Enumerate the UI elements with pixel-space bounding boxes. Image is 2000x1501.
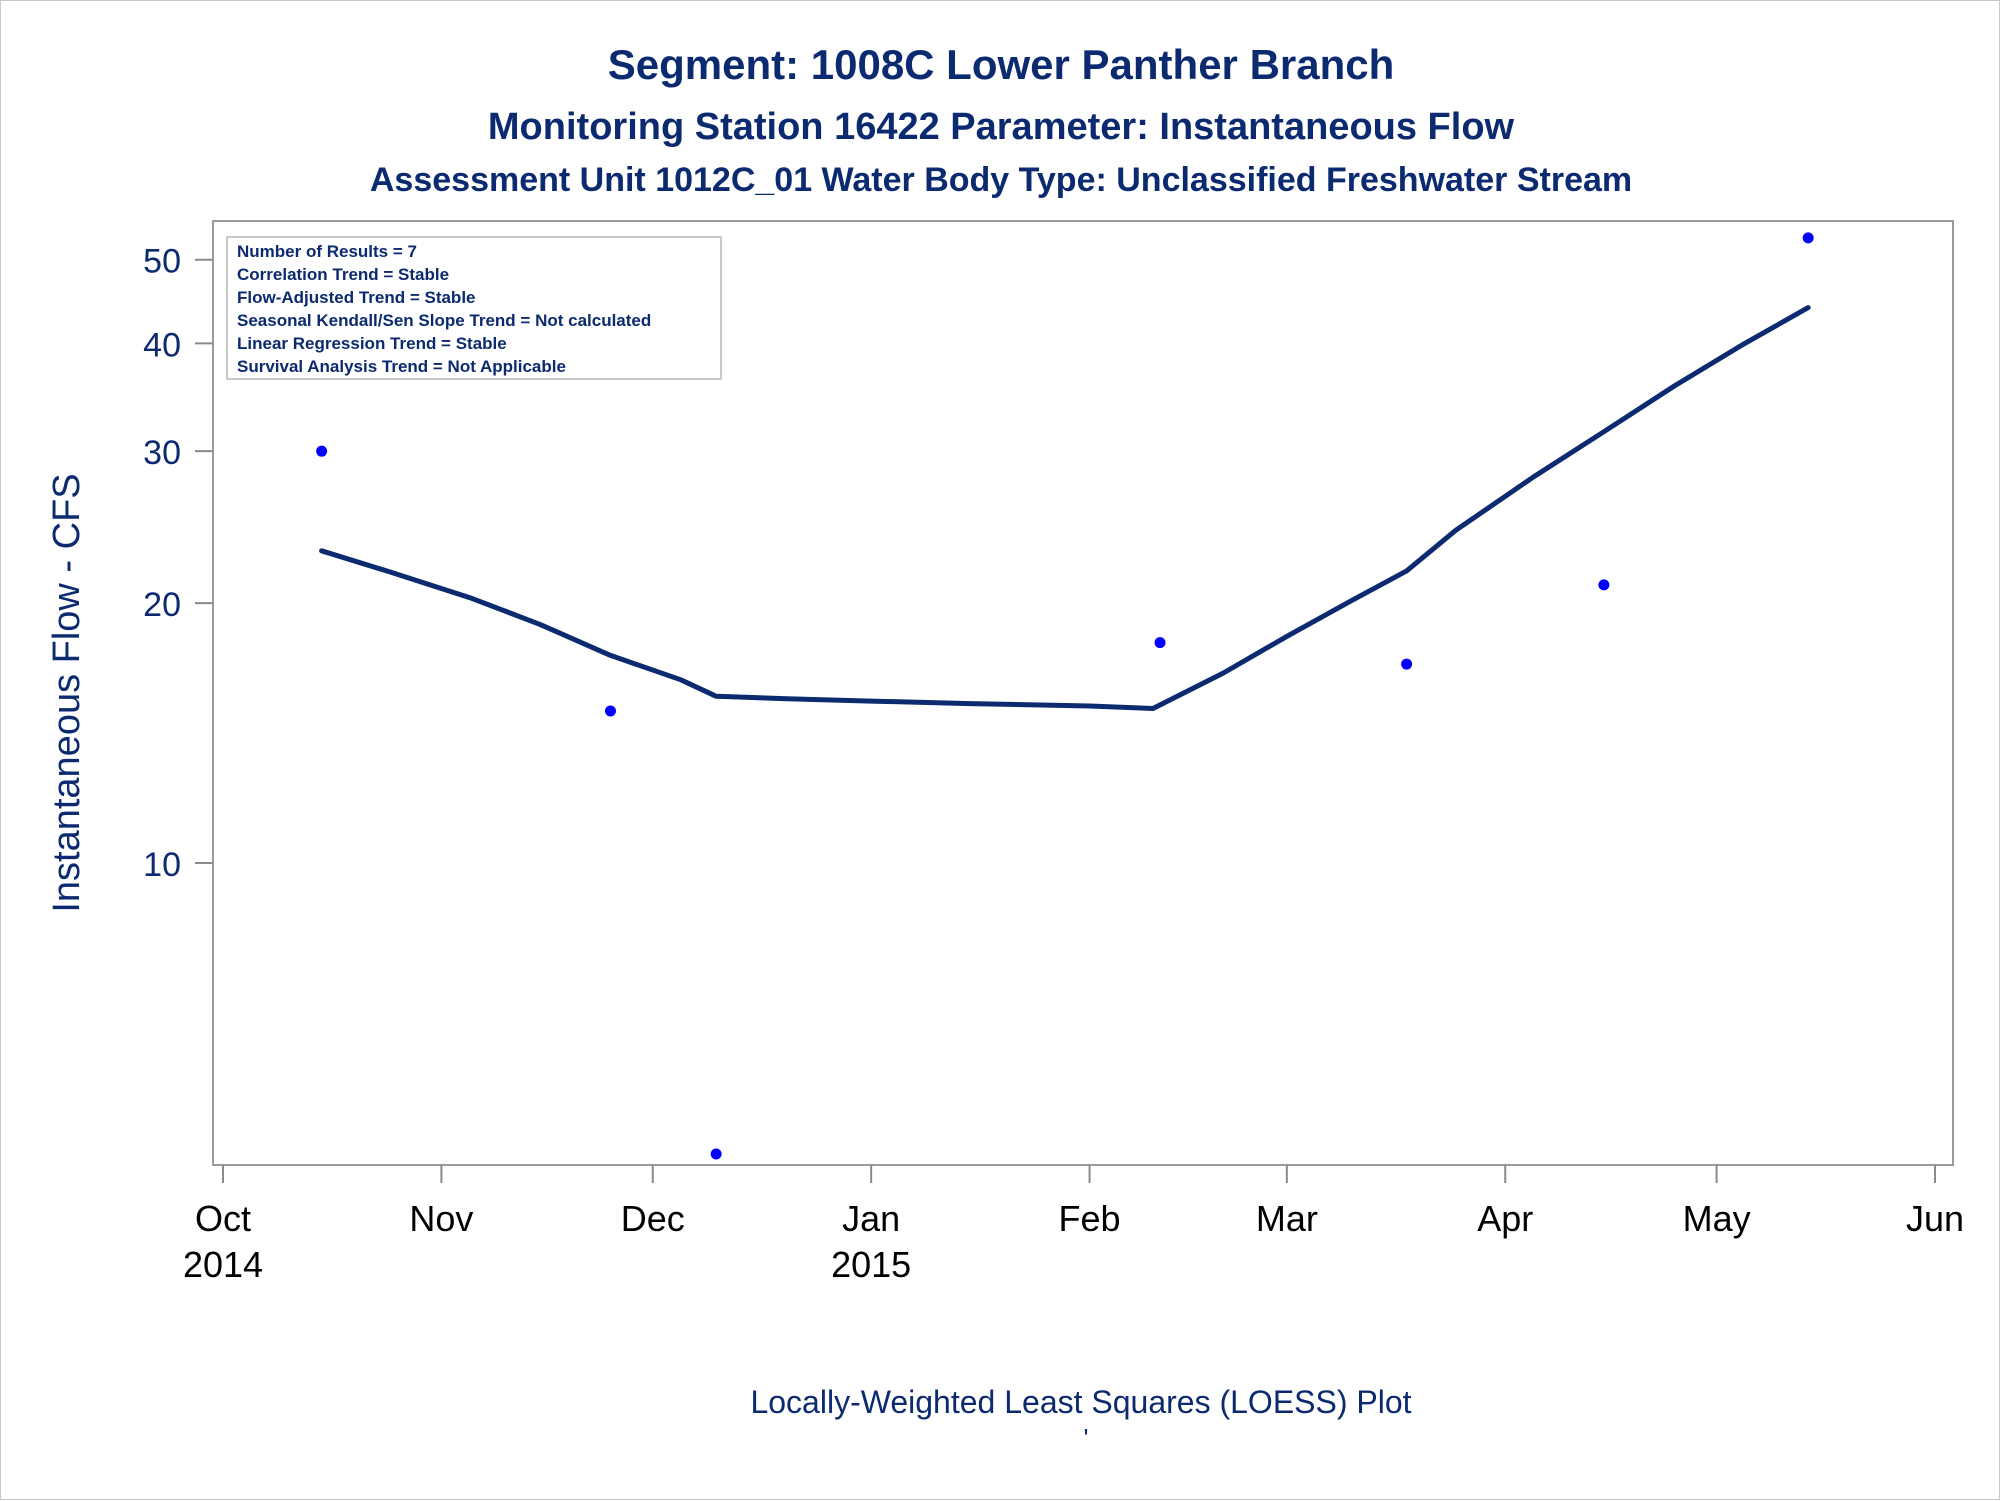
x-tick-label: Jun: [1906, 1198, 1964, 1239]
data-points: [316, 232, 1814, 1160]
y-tick-label: 30: [143, 434, 181, 472]
chart-footnote: Locally-Weighted Least Squares (LOESS) P…: [750, 1384, 1411, 1420]
stats-inset-box: [226, 236, 722, 380]
stats-inset-line: Linear Regression Trend = Stable: [237, 334, 507, 353]
chart-subtitle-station: Monitoring Station 16422 Parameter: Inst…: [488, 106, 1515, 148]
y-tick-label: 40: [143, 326, 181, 364]
y-tick-label: 20: [143, 586, 181, 624]
x-tick-label: Apr: [1477, 1198, 1533, 1239]
x-tick-label: Feb: [1059, 1198, 1121, 1239]
chart-subtitle-assessment: Assessment Unit 1012C_01 Water Body Type…: [370, 161, 1632, 199]
stats-inset-line: Number of Results = 7: [237, 242, 417, 261]
data-point: [604, 705, 616, 717]
x-tick-label: May: [1683, 1198, 1751, 1239]
x-tick-sublabel: 2015: [831, 1244, 911, 1285]
data-point: [710, 1148, 722, 1160]
y-axis-label: Instantaneous Flow - CFS: [46, 473, 88, 912]
stats-inset-line: Survival Analysis Trend = Not Applicable: [237, 357, 566, 376]
data-point: [1401, 658, 1413, 670]
x-tick-label: Jan: [842, 1198, 900, 1239]
y-axis: 10 20 30 40 50: [143, 243, 213, 884]
data-point: [1802, 232, 1814, 244]
stats-inset-line: Correlation Trend = Stable: [237, 265, 449, 284]
x-tick-label: Oct: [195, 1198, 251, 1239]
y-tick-label: 10: [143, 846, 181, 884]
data-point: [1154, 637, 1166, 649]
stats-inset: Number of Results = 7 Correlation Trend =…: [226, 236, 722, 380]
chart-title: Segment: 1008C Lower Panther Branch: [608, 41, 1395, 88]
x-tick-label: Mar: [1256, 1198, 1318, 1239]
stats-inset-line: Seasonal Kendall/Sen Slope Trend = Not c…: [237, 311, 651, 330]
x-axis: Oct 2014 Nov Dec Jan 2015 Feb Mar Apr May Jun: [183, 1165, 1964, 1285]
x-tick-sublabel: 2014: [183, 1244, 263, 1285]
loess-curve: [319, 305, 1811, 711]
stats-inset-line: Flow-Adjusted Trend = Stable: [237, 288, 476, 307]
footnote-mark: ': [1084, 1423, 1089, 1453]
data-point: [1598, 579, 1610, 591]
data-point: [316, 445, 328, 457]
y-tick-label: 50: [143, 243, 181, 281]
x-tick-label: Nov: [409, 1198, 473, 1239]
x-tick-label: Dec: [621, 1198, 685, 1239]
